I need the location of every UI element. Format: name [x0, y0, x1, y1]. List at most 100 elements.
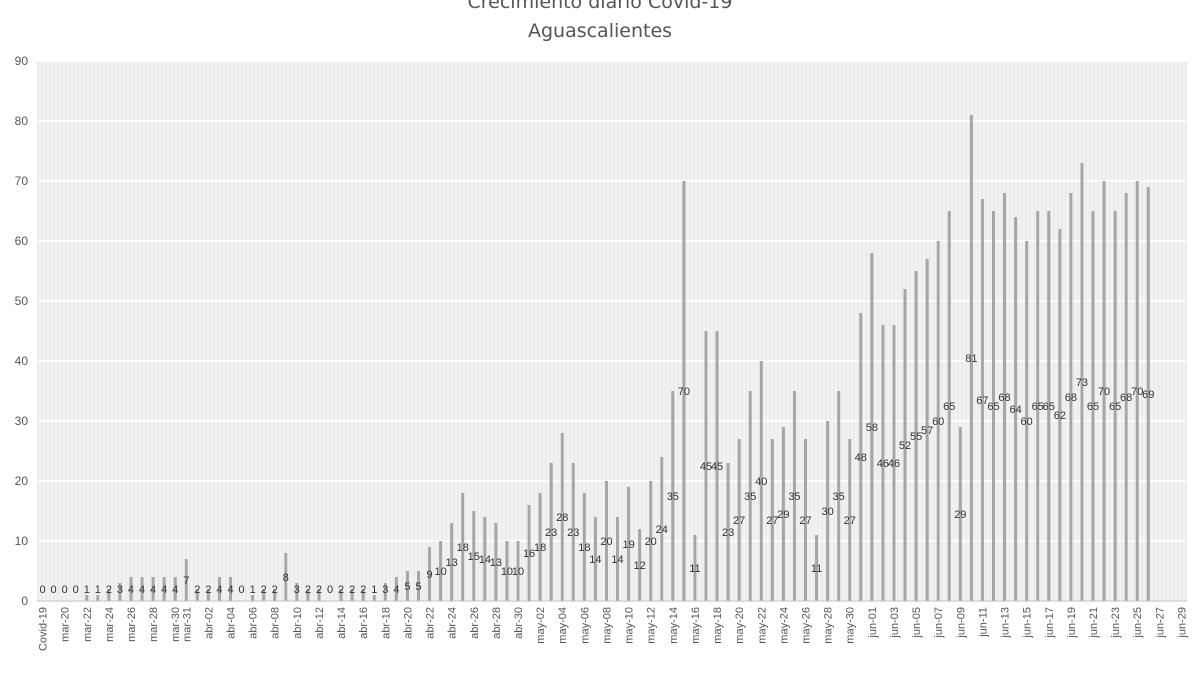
x-tick-label: may-16 [690, 607, 702, 644]
x-tick-label: mar-28 [148, 607, 160, 642]
x-tick-label: jun-19 [1066, 607, 1078, 639]
data-label: 0 [239, 584, 245, 596]
bar-jun-19 [1069, 193, 1073, 601]
bar-may-16 [693, 535, 697, 601]
data-label: 68 [1120, 392, 1132, 404]
data-label: 20 [600, 536, 612, 548]
x-tick-label: may-30 [845, 607, 857, 644]
chart-title: Crecimiento diario Covid-19 [468, 0, 733, 13]
bar-abr-22 [428, 547, 432, 601]
bar-abr-01 [195, 589, 199, 601]
bar-abr-23 [439, 541, 443, 601]
bar-abr-09 [284, 553, 288, 601]
x-tick-label: jun-25 [1132, 607, 1144, 639]
data-label: 4 [393, 584, 399, 596]
data-label: 0 [39, 584, 45, 596]
x-axis: Covid-19 mar-20 mar-22 mar-24 mar-26 mar-28 ma… [38, 607, 1189, 651]
data-label: 70 [678, 386, 690, 398]
bar-jun-18 [1058, 229, 1062, 601]
bar-abr-12 [317, 589, 321, 601]
data-label: 70 [1098, 386, 1110, 398]
data-label: 73 [1076, 377, 1088, 389]
data-label: 2 [360, 584, 366, 596]
bar-abr-03 [217, 577, 221, 601]
bar-may-14 [671, 391, 675, 601]
x-tick-label: jun-21 [1088, 607, 1100, 639]
data-label: 2 [261, 584, 267, 596]
bar-mar-22 [85, 595, 89, 601]
bar-abr-29 [505, 541, 509, 601]
x-tick-label: jun-27 [1154, 607, 1166, 639]
data-label: 81 [965, 353, 977, 365]
bar-abr-04 [229, 577, 233, 601]
data-label: 2 [349, 584, 355, 596]
data-label: 14 [611, 554, 623, 566]
bar-abr-07 [262, 589, 266, 601]
bar-may-22 [759, 361, 763, 601]
data-label: 4 [128, 584, 134, 596]
x-tick-label: may-12 [646, 607, 658, 644]
data-label: 1 [95, 584, 101, 596]
data-label: 0 [73, 584, 79, 596]
x-tick-label: abr-30 [513, 607, 525, 639]
bar-may-27 [815, 535, 819, 601]
data-label: 46 [877, 458, 889, 470]
data-label: 4 [150, 584, 156, 596]
y-tick-label: 80 [15, 114, 29, 128]
data-label: 4 [172, 584, 178, 596]
data-label: 23 [545, 527, 557, 539]
bar-jun-04 [903, 289, 907, 601]
data-label: 4 [227, 584, 233, 596]
bar-jun-06 [925, 259, 929, 601]
bar-jun-21 [1091, 211, 1095, 601]
data-label: 55 [910, 431, 922, 443]
x-tick-label: jun-09 [955, 607, 967, 639]
data-label: 4 [216, 584, 222, 596]
bar-may-25 [792, 391, 796, 601]
data-label: 62 [1054, 410, 1066, 422]
data-label: 16 [523, 548, 535, 560]
bar-may-09 [616, 517, 620, 601]
bar-abr-19 [394, 577, 398, 601]
bar-abr-26 [472, 511, 476, 601]
x-tick-label: may-20 [734, 607, 746, 644]
x-tick-label: abr-26 [469, 607, 481, 639]
bar-jun-17 [1047, 211, 1051, 601]
data-label: 0 [51, 584, 57, 596]
data-label: 9 [426, 569, 432, 581]
data-label: 8 [283, 572, 289, 584]
x-tick-label: abr-08 [270, 607, 282, 639]
bar-may-05 [571, 463, 575, 601]
data-label: 35 [833, 491, 845, 503]
bar-mar-31 [184, 559, 188, 601]
data-label: 24 [656, 524, 668, 536]
x-tick-label: abr-22 [425, 607, 437, 639]
bars [85, 115, 1150, 601]
bar-jun-05 [914, 271, 918, 601]
bar-may-20 [737, 439, 741, 601]
data-label: 27 [799, 515, 811, 527]
data-label: 65 [987, 401, 999, 413]
bar-may-26 [804, 439, 808, 601]
x-tick-label: may-10 [624, 607, 636, 644]
data-label: 13 [490, 557, 502, 569]
bar-may-21 [748, 391, 752, 601]
data-label: 11 [689, 563, 700, 575]
bar-jun-23 [1113, 211, 1117, 601]
y-tick-label: 0 [21, 594, 28, 608]
x-tick-label: may-02 [535, 607, 547, 644]
bar-mar-25 [118, 583, 122, 601]
x-tick-label: mar-20 [60, 607, 72, 642]
x-tick-label: may-06 [579, 607, 591, 644]
data-label: 35 [667, 491, 679, 503]
data-label: 2 [338, 584, 344, 596]
x-tick-label: abr-18 [380, 607, 392, 639]
data-label: 11 [811, 563, 822, 575]
data-labels: 0 0 0 0 1 1 2 3 4 4 4 4 472 2 4 4 0 1 2 283 2 2 0 2 2 2 1 3 4 5 59 1013… [39, 353, 1154, 596]
data-label: 18 [534, 542, 546, 554]
bar-jun-24 [1124, 193, 1128, 601]
x-tick-label: jun-11 [977, 607, 989, 638]
data-label: 29 [777, 509, 789, 521]
x-tick-label: jun-05 [911, 607, 923, 639]
data-label: 15 [468, 551, 480, 563]
